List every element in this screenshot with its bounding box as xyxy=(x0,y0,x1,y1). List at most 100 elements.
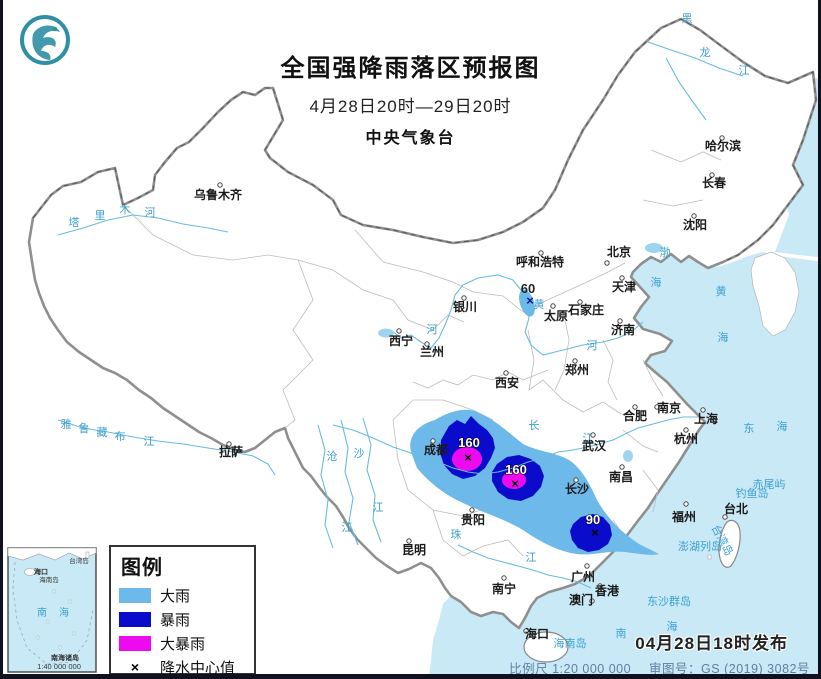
city-label: 乌鲁木齐 xyxy=(194,187,243,202)
water-label: 江 xyxy=(144,435,155,448)
approval-number: 审图号：GS (2019) 3082号 xyxy=(649,662,810,676)
penghu-islets xyxy=(707,554,712,560)
city-label: 西安 xyxy=(495,375,519,390)
city-label: 太原 xyxy=(544,308,568,323)
city-label: 银川 xyxy=(453,299,477,314)
legend-title: 图例 xyxy=(121,557,163,579)
precip-center-x-marker: × xyxy=(511,476,519,491)
water-label: 珠 xyxy=(451,527,462,541)
city-dot xyxy=(589,598,595,604)
city-dot xyxy=(577,299,583,305)
water-label: 江 xyxy=(739,64,750,77)
city-dot xyxy=(217,182,223,188)
water-label: 河 xyxy=(427,323,438,336)
water-label: 里 xyxy=(95,209,106,222)
city-dot xyxy=(424,341,430,347)
water-label: 渤 xyxy=(660,246,671,259)
legend-box: 图例 大雨 暴雨 大暴雨 × 降水中心值 xyxy=(109,545,256,675)
publish-time: 04月28日18时发布 xyxy=(635,634,788,653)
city-label: 石家庄 xyxy=(567,302,604,317)
city-dot xyxy=(683,501,689,507)
city-label: 长春 xyxy=(702,175,727,190)
city-dot xyxy=(584,563,590,569)
inset-haikou-label: 海口 xyxy=(34,567,48,576)
water-label: 澎湖列岛 xyxy=(678,539,722,553)
songhua-river xyxy=(665,57,707,121)
lake-layer xyxy=(378,243,663,462)
tarim-river xyxy=(57,214,229,236)
water-label: 黄 xyxy=(716,284,727,298)
legend-item-label: 暴雨 xyxy=(160,611,191,629)
inset-sea xyxy=(7,547,97,673)
city-dot xyxy=(719,135,725,141)
city-dot xyxy=(722,514,728,520)
water-label: 江 xyxy=(583,432,594,445)
precip-center-value: 160 xyxy=(458,435,480,450)
precip-center-x-marker: × xyxy=(526,293,534,308)
footer-scale-line: 比例尺 1:20 000 000 审图号：GS (2019) 3082号 xyxy=(509,658,810,676)
inset-taiwan-label: 台湾岛 xyxy=(69,556,89,565)
precip-centers-layer: 160×160×90×60× xyxy=(458,281,601,540)
city-dot xyxy=(469,507,475,513)
legend-item-severe-rainstorm: 大暴雨 xyxy=(119,631,254,655)
water-label: 江 xyxy=(526,551,537,564)
jinsha-river xyxy=(362,417,382,543)
city-dot xyxy=(597,583,603,589)
city-label: 海口 xyxy=(525,626,549,641)
precip-center-value: 60 xyxy=(521,281,535,296)
inset-hainan xyxy=(24,568,36,576)
city-dot xyxy=(700,407,706,413)
city-label: 拉萨 xyxy=(219,444,243,459)
city-dot xyxy=(406,538,412,544)
neighbor-land-layer xyxy=(523,251,800,663)
precip-center-x-marker: × xyxy=(464,450,472,465)
city-label: 福州 xyxy=(671,509,696,524)
city-dot xyxy=(683,427,689,433)
city-label: 哈尔滨 xyxy=(705,138,741,153)
china-rainfall-map: 渤海黄海东 海南海长江黄河河黑龙江塔里木河雅鲁藏布江沧 沙江江珠江台湾岛澎湖列岛海南… xyxy=(7,12,818,674)
rainstorm-swatch xyxy=(119,611,151,627)
water-label: 海 xyxy=(777,419,788,433)
legend-item-rainstorm: 暴雨 xyxy=(119,607,254,631)
x-marker-icon: × xyxy=(130,659,140,675)
water-label: 海 xyxy=(651,275,662,289)
water-label: 沙 xyxy=(354,447,365,460)
precip-center-value: 90 xyxy=(586,512,600,527)
city-label: 南京 xyxy=(657,400,681,415)
map-scale: 比例尺 1:20 000 000 xyxy=(509,662,632,676)
water-label: 赤尾屿 xyxy=(753,478,786,491)
city-label: 呼和浩特 xyxy=(516,254,564,269)
water-label: 藏 xyxy=(97,426,108,439)
rain-area-severe-mid xyxy=(502,471,526,489)
china-border-dash xyxy=(32,18,817,263)
city-dot xyxy=(573,477,579,483)
water-label: 江 xyxy=(342,521,353,534)
nu-river xyxy=(317,424,334,549)
city-label: 西宁 xyxy=(389,333,413,348)
heavy-rain-swatch xyxy=(119,587,151,603)
legend-item-label: 大暴雨 xyxy=(160,635,206,653)
heilong-river xyxy=(647,41,744,77)
city-dot xyxy=(709,172,715,178)
water-label: 雅 xyxy=(61,417,72,431)
city-label: 南昌 xyxy=(609,469,633,484)
water-label: 东沙群岛 xyxy=(647,594,691,608)
water-label: 钓鱼岛 xyxy=(736,486,769,500)
agency-name: 中央气象台 xyxy=(365,130,456,147)
inset-taiwan xyxy=(85,551,90,559)
water-label: 长 xyxy=(529,419,540,432)
water-label: 塔 xyxy=(69,216,80,229)
water-label: 木 xyxy=(120,203,131,216)
city-label: 南宁 xyxy=(492,581,516,596)
water-label: 沧 xyxy=(327,449,338,463)
city-label: 济南 xyxy=(611,322,635,337)
cma-logo-icon xyxy=(20,15,70,65)
legend-item-label: 大雨 xyxy=(160,587,191,605)
city-dot xyxy=(590,432,596,438)
city-label: 兰州 xyxy=(420,344,444,359)
water-label: 龙 xyxy=(700,46,711,59)
precip-center-value: 160 xyxy=(505,462,527,477)
water-label: 海 xyxy=(667,619,678,633)
qinghai-lake xyxy=(378,328,394,338)
